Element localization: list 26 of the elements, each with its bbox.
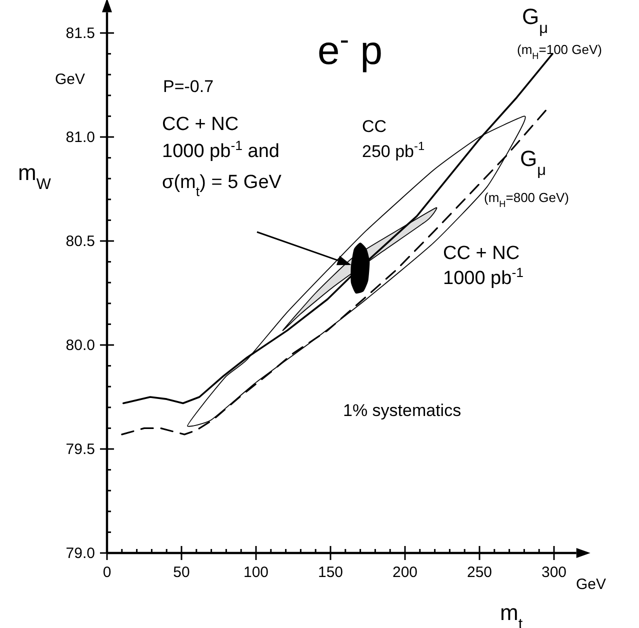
y-tick-label: 79.5 — [66, 440, 95, 458]
text: CC + NC 1000 pb$^{-1}$ and σ(m$_{t}$) = 5 GeV — [162, 114, 282, 198]
y-tick-label: 80.0 — [66, 336, 95, 354]
annotation: CC + NC 1000 pb$^{-1}$ — [443, 243, 525, 289]
x-tick-label: 200 — [392, 564, 418, 581]
y-tick-label: 79.0 — [66, 544, 95, 562]
y-axis-title: m$_{W}$ — [18, 160, 52, 192]
annotation: (m$_{H}$=800 GeV) — [484, 190, 569, 209]
x-tick-label: 150 — [318, 564, 344, 581]
y-tick-label: 80.5 — [66, 232, 95, 250]
annotation: G$_{μ}$ — [520, 146, 546, 178]
x-tick-label: 50 — [173, 564, 190, 581]
x-tick-label: 100 — [243, 564, 269, 581]
x-tick-label: 250 — [466, 564, 492, 581]
x-tick-label: 300 — [541, 564, 567, 581]
annotation: CC 250 pb$^{-1}$ — [362, 117, 425, 161]
chart-title: e$^{-}$ p — [318, 24, 382, 73]
x-tick-label: 0 — [102, 564, 112, 581]
annotation: (m$_{H}$=100 GeV) — [517, 42, 602, 61]
text: GeV — [576, 576, 606, 593]
text: GeV — [55, 71, 86, 88]
y-tick-label: 81.0 — [66, 128, 95, 146]
annotation: G$_{μ}$ — [522, 4, 548, 36]
y-tick-label: 81.5 — [66, 24, 95, 42]
annotation: P=-0.7 — [163, 77, 214, 96]
annotation: 1% systematics — [343, 401, 462, 420]
